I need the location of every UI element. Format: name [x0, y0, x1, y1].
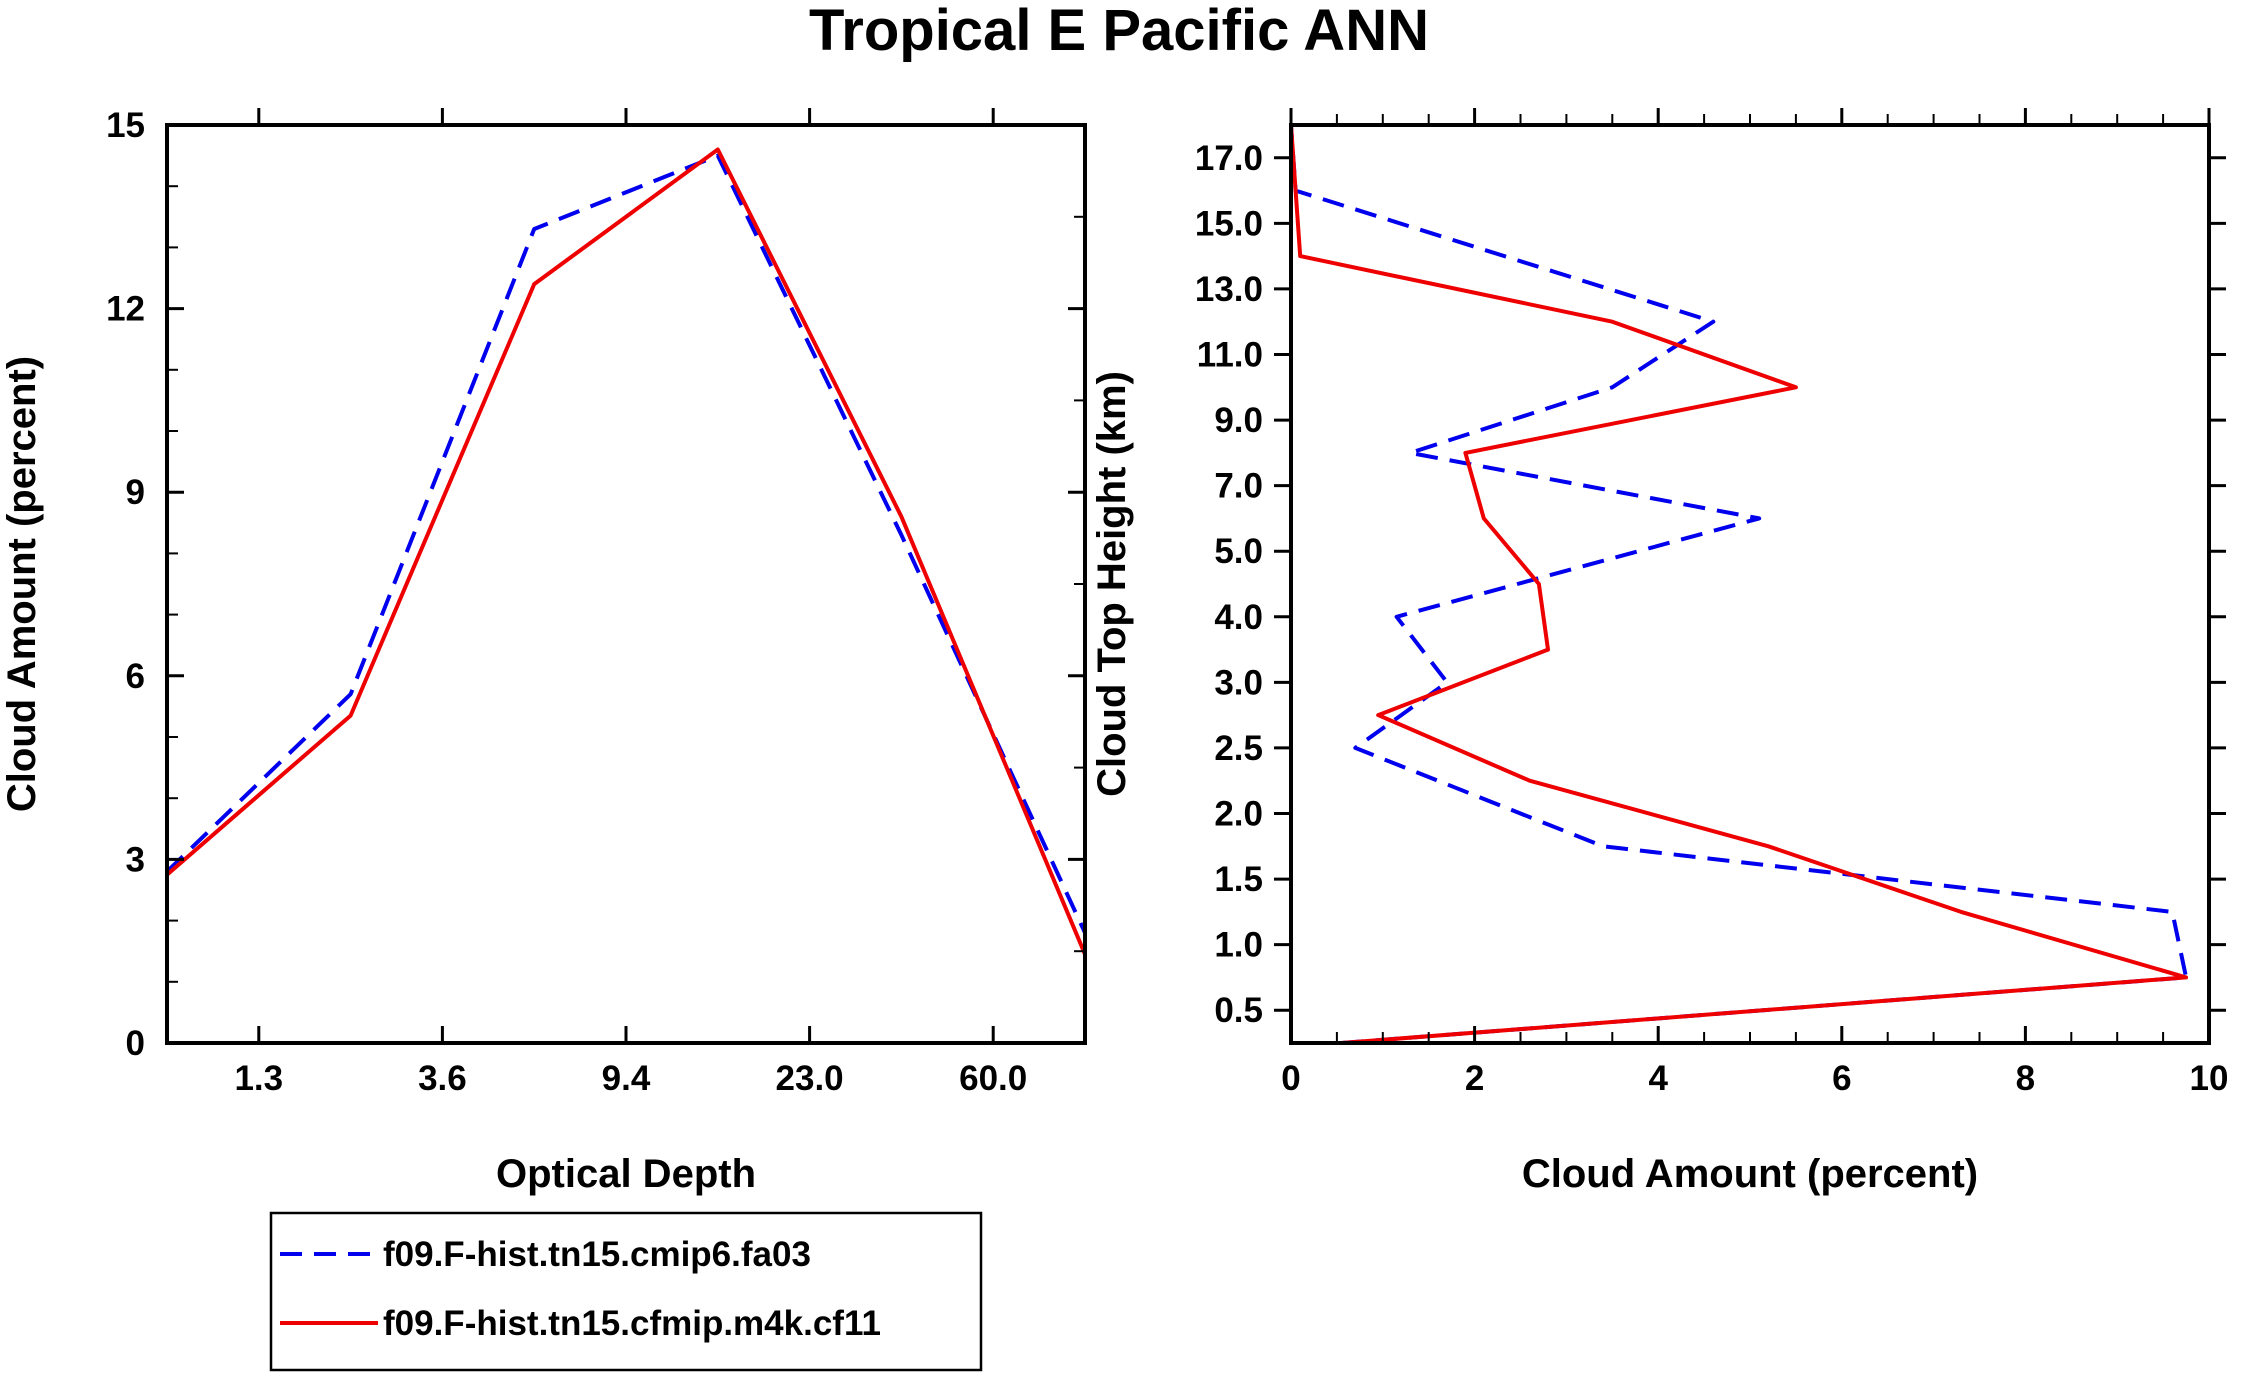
right-x-tick-label: 2: [1465, 1059, 1484, 1098]
right-x-tick-label: 10: [2190, 1059, 2229, 1098]
left-y-tick-label: 0: [126, 1024, 145, 1063]
left-x-tick-label: 9.4: [602, 1059, 651, 1098]
left-y-tick-label: 6: [126, 657, 145, 696]
left-x-axis-title: Optical Depth: [496, 1152, 756, 1196]
left-x-tick-label: 60.0: [959, 1059, 1027, 1098]
left-y-tick-label: 9: [126, 473, 145, 512]
left-y-tick-label: 12: [106, 290, 145, 329]
right-y-tick-label: 2.5: [1214, 729, 1263, 768]
left-series-line-b: [165, 147, 1087, 956]
legend-label-series-a: f09.F-hist.tn15.cmip6.fa03: [383, 1235, 811, 1274]
left-x-tick-label: 1.3: [234, 1059, 283, 1098]
right-y-tick-label: 11.0: [1197, 336, 1263, 375]
right-y-tick-label: 2.0: [1214, 795, 1263, 834]
chart-title: Tropical E Pacific ANN: [809, 0, 1429, 63]
right-chart: 0 2 4 6 8 10 0.5 1.0 1.5 2.0 2.5 3.0 4.0 5.0 7.0 9.0 11.…: [1090, 108, 2228, 1196]
left-y-axis-title: Cloud Amount (percent): [0, 356, 44, 812]
left-plot-frame: [165, 123, 1087, 1045]
right-y-tick-label: 5.0: [1214, 532, 1263, 571]
legend-box: [269, 1211, 983, 1372]
right-x-tick-label: 4: [1648, 1059, 1668, 1098]
right-x-tick-label: 0: [1281, 1059, 1300, 1098]
right-y-axis-title: Cloud Top Height (km): [1090, 371, 1134, 797]
left-x-tick-label: 3.6: [418, 1059, 467, 1098]
right-y-tick-label: 13.0: [1195, 270, 1263, 309]
left-axes: 0 3 6 9 12 15 1.3 3.6 9.4 23.0 60.0: [106, 106, 1085, 1098]
right-plot-content: [1289, 124, 2189, 1045]
right-y-tick-label: 17.0: [1195, 139, 1263, 178]
right-axes: 0 2 4 6 8 10 0.5 1.0 1.5 2.0 2.5 3.0 4.0 5.0 7.0 9.0 11.…: [1195, 108, 2229, 1098]
right-y-tick-label: 1.5: [1214, 860, 1263, 899]
right-y-tick-label: 9.0: [1214, 401, 1263, 440]
legend-label-series-b: f09.F-hist.tn15.cfmip.m4k.cf11: [383, 1304, 881, 1343]
right-plot-frame: [1289, 123, 2211, 1045]
legend: f09.F-hist.tn15.cmip6.fa03 f09.F-hist.tn…: [269, 1211, 983, 1372]
right-y-tick-label: 0.5: [1214, 991, 1263, 1030]
right-y-tick-label: 15.0: [1195, 204, 1263, 243]
left-series-line-a: [165, 153, 1087, 934]
right-series-line-a: [1289, 124, 2189, 1045]
right-y-tick-label: 7.0: [1214, 467, 1263, 506]
right-y-tick-label: 1.0: [1214, 926, 1263, 965]
left-y-tick-label: 15: [106, 106, 145, 145]
right-x-axis-title: Cloud Amount (percent): [1522, 1152, 1978, 1196]
right-y-tick-label: 4.0: [1214, 598, 1263, 637]
right-y-tick-label: 3.0: [1214, 663, 1263, 702]
right-x-tick-label: 8: [2016, 1059, 2035, 1098]
left-plot-content: [165, 147, 1087, 956]
right-x-tick-label: 6: [1832, 1059, 1851, 1098]
right-series-line-b: [1289, 124, 2189, 1045]
left-y-tick-label: 3: [126, 840, 145, 879]
left-x-tick-label: 23.0: [776, 1059, 844, 1098]
